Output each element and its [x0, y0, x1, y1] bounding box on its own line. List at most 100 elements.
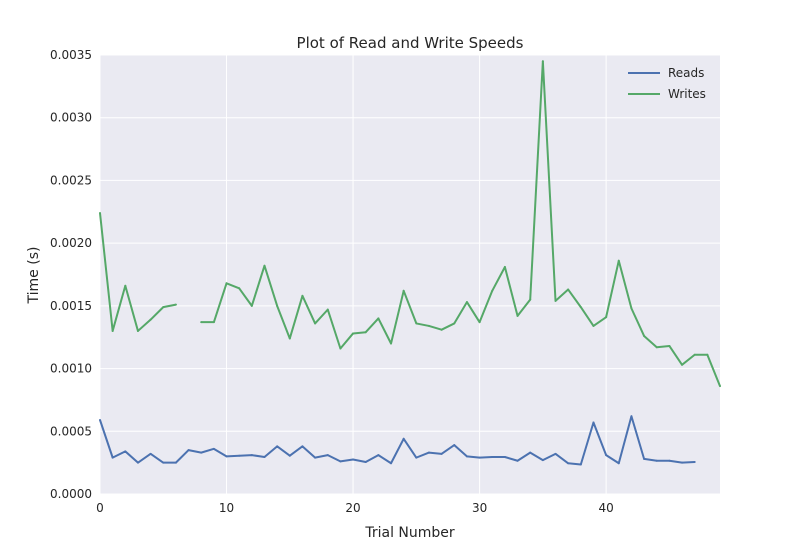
data-point-reads: [630, 415, 633, 418]
data-point-reads: [136, 461, 139, 464]
x-tick-label: 10: [219, 501, 234, 515]
data-point-reads: [668, 459, 671, 462]
data-point-reads: [541, 459, 544, 462]
data-point-reads: [162, 461, 165, 464]
data-point-writes: [503, 265, 506, 268]
data-point-writes: [99, 212, 101, 215]
data-point-reads: [592, 421, 595, 424]
data-point-writes: [516, 314, 519, 317]
data-point-writes: [288, 337, 291, 340]
data-point-reads: [314, 456, 317, 459]
series-lines: [99, 60, 721, 466]
data-point-writes: [719, 385, 721, 388]
y-tick-label: 0.0000: [50, 487, 92, 501]
data-point-reads: [579, 463, 582, 466]
data-point-writes: [567, 288, 570, 291]
plot-background: [100, 55, 720, 494]
data-point-writes: [693, 353, 696, 356]
data-point-reads: [516, 459, 519, 462]
data-point-writes: [276, 304, 279, 307]
y-tick-label: 0.0035: [50, 48, 92, 62]
data-point-writes: [225, 282, 228, 285]
data-point-writes: [605, 316, 608, 319]
y-tick-labels: 0.0000 0.0005 0.0010 0.0015 0.0020 0.0025 0.00…: [50, 48, 92, 501]
data-point-writes: [250, 304, 253, 307]
data-point-writes: [554, 299, 557, 302]
data-point-reads: [149, 452, 152, 455]
data-point-writes: [529, 298, 532, 301]
data-point-writes: [339, 347, 342, 350]
data-point-reads: [288, 454, 291, 457]
data-point-writes: [352, 332, 355, 335]
data-point-writes: [655, 346, 658, 349]
data-point-writes: [592, 324, 595, 327]
data-point-reads: [225, 455, 228, 458]
data-point-reads: [529, 451, 532, 454]
data-point-reads: [617, 462, 620, 465]
data-point-reads: [503, 456, 506, 458]
data-point-writes: [149, 318, 152, 321]
data-point-writes: [390, 342, 393, 345]
data-point-writes: [111, 329, 114, 332]
data-point-writes: [427, 324, 430, 327]
data-point-reads: [301, 445, 304, 448]
data-point-writes: [377, 317, 380, 320]
legend-label-writes: Writes: [668, 87, 706, 101]
data-point-writes: [124, 284, 127, 287]
data-point-reads: [174, 461, 177, 464]
y-tick-label: 0.0005: [50, 424, 92, 438]
data-point-reads: [326, 454, 329, 457]
data-point-writes: [706, 353, 709, 356]
data-point-writes: [364, 331, 367, 334]
data-point-writes: [478, 321, 481, 324]
data-point-reads: [124, 450, 127, 453]
data-point-reads: [187, 449, 190, 452]
data-point-writes: [402, 289, 405, 292]
data-point-reads: [440, 452, 443, 455]
x-axis-label: Trial Number: [364, 525, 455, 541]
data-point-reads: [212, 447, 215, 450]
data-point-writes: [579, 306, 582, 309]
data-point-writes: [174, 303, 177, 306]
data-point-reads: [681, 461, 684, 464]
data-point-writes: [263, 264, 266, 267]
data-point-writes: [681, 363, 684, 366]
data-point-reads: [390, 462, 393, 465]
x-tick-label: 40: [598, 501, 613, 515]
data-point-writes: [162, 306, 165, 309]
data-point-reads: [364, 461, 367, 464]
y-tick-label: 0.0015: [50, 299, 92, 313]
y-tick-label: 0.0010: [50, 362, 92, 376]
chart-title: Plot of Read and Write Speeds: [297, 34, 524, 52]
data-point-writes: [668, 344, 671, 347]
data-point-writes: [617, 259, 620, 262]
data-point-reads: [478, 456, 481, 459]
data-point-writes: [415, 322, 418, 325]
data-point-writes: [630, 307, 633, 310]
x-tick-label: 30: [472, 501, 487, 515]
x-tick-label: 0: [96, 501, 104, 515]
legend: Reads Writes: [628, 66, 706, 101]
data-point-reads: [453, 444, 456, 447]
data-point-reads: [339, 460, 342, 463]
data-point-writes: [465, 301, 468, 304]
data-point-reads: [567, 462, 570, 465]
data-point-reads: [99, 419, 101, 421]
data-point-writes: [212, 321, 215, 324]
data-point-reads: [415, 456, 418, 459]
data-point-reads: [554, 452, 557, 455]
data-point-reads: [200, 451, 203, 454]
data-point-reads: [263, 456, 266, 458]
data-point-reads: [655, 459, 658, 462]
y-axis-label: Time (s): [26, 247, 42, 305]
data-point-writes: [238, 287, 241, 290]
data-point-writes: [453, 322, 456, 325]
data-point-writes: [491, 289, 494, 292]
data-point-reads: [491, 456, 494, 458]
data-point-writes: [440, 328, 443, 331]
data-point-reads: [111, 456, 114, 459]
y-tick-label: 0.0025: [50, 173, 92, 187]
data-point-writes: [643, 334, 646, 337]
data-point-reads: [352, 458, 355, 461]
